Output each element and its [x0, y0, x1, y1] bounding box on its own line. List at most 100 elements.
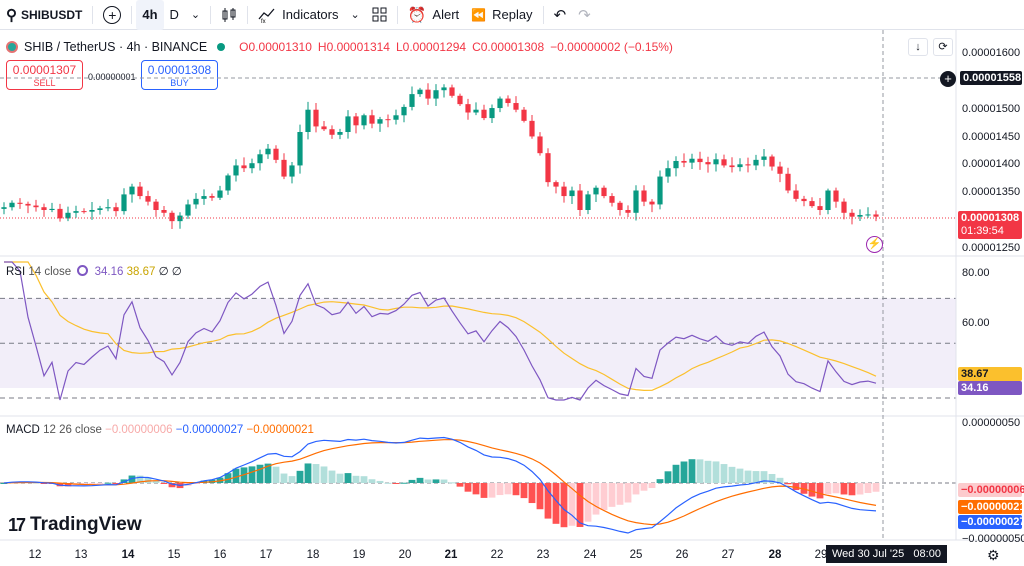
undo-button[interactable]: ↶	[548, 0, 573, 30]
candle	[841, 198, 847, 220]
indicators-dropdown[interactable]: ⌄	[345, 0, 366, 30]
candle	[649, 199, 655, 213]
macd-histogram-bar	[848, 483, 856, 496]
buy-button[interactable]: 0.00001308 BUY	[141, 60, 218, 90]
macd-histogram-bar	[312, 464, 320, 483]
macd-histogram-bar	[224, 473, 232, 483]
candle	[433, 84, 439, 107]
symbol-search[interactable]: ⚲ SHIBUSDT	[0, 0, 88, 30]
add-alert-plus-icon[interactable]: +	[940, 71, 956, 87]
macd-legend: MACD 12 26 close −0.00000006 −0.00000027…	[6, 424, 314, 436]
macd-histogram-bar	[120, 479, 128, 483]
candle-body	[249, 163, 255, 169]
candle-body	[673, 160, 679, 169]
replay-button[interactable]: ⏪ Replay	[465, 0, 538, 30]
rsi-tick-label: 60.00	[962, 317, 990, 329]
candle-body	[25, 203, 31, 206]
macd-histogram-bar	[672, 464, 680, 483]
macd-pane	[0, 436, 956, 534]
candle-body	[321, 126, 327, 130]
candle	[689, 153, 695, 170]
ohlc-open: O0.00001310	[239, 40, 312, 54]
redo-button[interactable]: ↷	[572, 0, 597, 30]
layouts-button[interactable]	[366, 0, 393, 30]
candle-body	[825, 190, 831, 210]
time-tick-label: 29	[814, 549, 828, 561]
candle	[681, 153, 687, 168]
candle	[49, 202, 55, 213]
sell-button[interactable]: 0.00001307 SELL	[6, 60, 83, 90]
tradingview-logo[interactable]: 17 TradingView	[8, 514, 142, 536]
macd-histogram-bar	[528, 483, 536, 504]
candle	[233, 159, 239, 182]
macd-histogram-bar	[832, 483, 840, 494]
crosshair-date-tag: Wed 30 Jul '25 08:00	[826, 545, 947, 563]
candle-body	[273, 148, 279, 160]
candle-body	[657, 176, 663, 205]
macd-histogram-bar	[536, 483, 544, 510]
candle-body	[617, 202, 623, 210]
macd-histogram-bar	[56, 483, 64, 487]
compare-button[interactable]: +	[97, 0, 127, 30]
indicators-icon: fx	[258, 8, 275, 23]
time-tick-label: 17	[259, 549, 273, 561]
candle	[769, 154, 775, 171]
ohlc-high: H0.00001314	[317, 40, 390, 54]
candle	[409, 86, 415, 111]
macd-histogram-bar	[24, 481, 32, 483]
candle-body	[473, 109, 479, 113]
candle-body	[585, 194, 591, 210]
lightning-icon[interactable]: ⚡	[866, 236, 883, 253]
candle-body	[561, 186, 567, 197]
alert-button[interactable]: ⏰ Alert	[402, 0, 465, 30]
candle	[377, 116, 383, 132]
candle-body	[457, 95, 463, 105]
rsi-settings-icon[interactable]	[77, 265, 89, 276]
rsi-ma-tag: 38.67	[958, 367, 1022, 381]
macd-histogram-bar	[304, 463, 312, 483]
macd-histogram-bar	[608, 483, 616, 507]
timeframe-d[interactable]: D	[169, 7, 179, 22]
candle-body	[409, 94, 415, 107]
candle-body	[337, 132, 343, 135]
fullscreen-button[interactable]: ⟳	[933, 38, 953, 56]
macd-histogram-bar	[808, 483, 816, 497]
macd-histogram-bar	[400, 482, 408, 484]
chart-type-button[interactable]	[215, 0, 243, 30]
spread-value: 0.00000001	[88, 72, 136, 82]
candle-body	[185, 204, 191, 216]
redo-icon: ↷	[578, 6, 591, 24]
series-title: SHIB / TetherUS · 4h · BINANCE	[24, 40, 208, 54]
candle-body	[633, 190, 639, 213]
candle	[177, 212, 183, 229]
time-tick-label: 20	[398, 549, 412, 561]
macd-histogram-bar	[600, 483, 608, 511]
candle-body	[393, 115, 399, 120]
main-legend: SHIB / TetherUS · 4h · BINANCE O0.000013…	[6, 40, 673, 54]
rewind-icon: ⏪	[471, 7, 487, 22]
settings-gear-icon[interactable]: ⚙	[987, 547, 1000, 563]
scroll-down-button[interactable]: ↓	[908, 38, 928, 56]
macd-histogram-bar	[40, 483, 48, 484]
candle	[473, 102, 479, 116]
candle-body	[385, 119, 391, 121]
timeframe-dropdown[interactable]: ⌄	[185, 0, 206, 30]
macd-line-axis-value: −0.00000027	[961, 516, 1024, 528]
indicators-button[interactable]: fx Indicators	[252, 0, 344, 30]
candle-body	[281, 159, 287, 177]
macd-histogram-bar	[8, 481, 16, 483]
chevron-down-icon: ⌄	[190, 9, 201, 21]
macd-histogram-bar	[744, 470, 752, 483]
timeframe-4h[interactable]: 4h	[136, 0, 164, 30]
candle-body	[769, 156, 775, 167]
divider	[396, 5, 398, 24]
candle	[745, 157, 751, 173]
candle	[425, 83, 431, 105]
macd-histogram-bar	[568, 483, 576, 526]
candle	[505, 95, 511, 107]
candle-body	[57, 208, 63, 219]
candle	[833, 187, 839, 208]
candle	[457, 93, 463, 106]
macd-histogram-bar	[112, 483, 120, 484]
rsi-legend: RSI 14 close 34.16 38.67 ∅ ∅	[6, 264, 182, 278]
